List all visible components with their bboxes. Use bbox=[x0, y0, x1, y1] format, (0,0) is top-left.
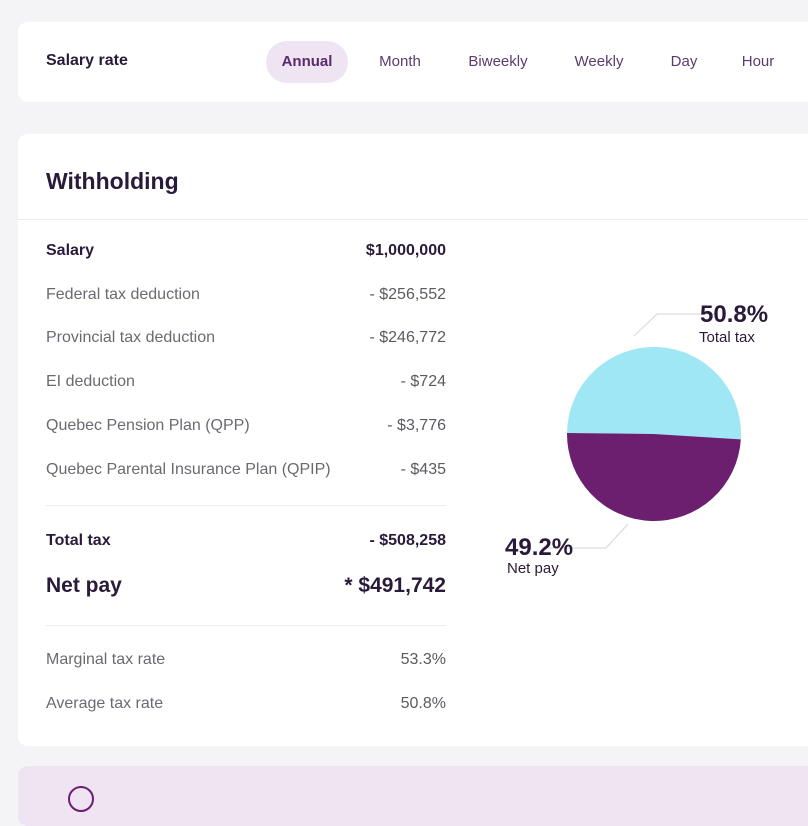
average-rate-label: Average tax rate bbox=[46, 695, 164, 712]
marginal-rate-value: 53.3% bbox=[400, 651, 446, 668]
salary-rate-card: Salary rate Annual Month Biweekly Weekly… bbox=[18, 22, 808, 102]
leader-line-net-pay bbox=[548, 523, 629, 549]
federal-tax-label: Federal tax deduction bbox=[46, 286, 200, 303]
pie-slice-net-pay bbox=[567, 432, 741, 521]
provincial-tax-label: Provincial tax deduction bbox=[46, 329, 215, 346]
tab-month[interactable]: Month bbox=[379, 53, 421, 70]
total-tax-legend: Total tax bbox=[699, 329, 755, 346]
tax-pie-chart: 50.8% Total tax 49.2% Net pay bbox=[505, 301, 768, 577]
ei-deduction-value: - $724 bbox=[400, 373, 446, 390]
section-divider bbox=[46, 625, 446, 626]
provincial-tax-value: - $246,772 bbox=[369, 329, 446, 346]
withholding-card: Withholding Salary $1,000,000 Federal ta… bbox=[18, 134, 808, 746]
salary-label: Salary bbox=[46, 242, 95, 259]
deduction-row: Federal tax deduction - $256,552 bbox=[46, 286, 446, 310]
net-pay-label: Net pay bbox=[46, 574, 122, 597]
tab-hour[interactable]: Hour bbox=[741, 53, 775, 70]
deduction-row: EI deduction - $724 bbox=[46, 373, 446, 397]
total-tax-label: Total tax bbox=[46, 532, 111, 549]
header-divider bbox=[18, 219, 808, 220]
qpp-value: - $3,776 bbox=[387, 417, 446, 434]
leader-line-total-tax bbox=[633, 313, 718, 337]
qpp-label: Quebec Pension Plan (QPP) bbox=[46, 417, 250, 434]
tab-biweekly[interactable]: Biweekly bbox=[468, 53, 528, 70]
average-rate-row: Average tax rate 50.8% bbox=[46, 695, 446, 719]
salary-rate-title: Salary rate bbox=[46, 52, 128, 69]
average-rate-value: 50.8% bbox=[400, 695, 446, 712]
deduction-row: Quebec Pension Plan (QPP) - $3,776 bbox=[46, 417, 446, 441]
total-tax-percent: 50.8% bbox=[700, 301, 768, 328]
net-pay-row: Net pay * $491,742 bbox=[46, 574, 446, 604]
net-pay-value: * $491,742 bbox=[344, 574, 446, 597]
salary-row: Salary $1,000,000 bbox=[46, 242, 446, 266]
info-banner bbox=[18, 766, 808, 826]
salary-value: $1,000,000 bbox=[365, 242, 446, 259]
marginal-rate-row: Marginal tax rate 53.3% bbox=[46, 651, 446, 675]
withholding-title: Withholding bbox=[46, 168, 179, 194]
marginal-rate-label: Marginal tax rate bbox=[46, 651, 166, 668]
section-divider bbox=[46, 505, 446, 506]
net-pay-legend: Net pay bbox=[507, 560, 559, 577]
qpip-label: Quebec Parental Insurance Plan (QPIP) bbox=[46, 461, 331, 478]
total-tax-row: Total tax - $508,258 bbox=[46, 532, 446, 556]
info-icon bbox=[68, 786, 94, 812]
pie-slice-total-tax bbox=[567, 347, 741, 440]
tab-day[interactable]: Day bbox=[670, 53, 698, 70]
total-tax-value: - $508,258 bbox=[369, 532, 446, 549]
net-pay-percent: 49.2% bbox=[505, 534, 573, 561]
deduction-row: Provincial tax deduction - $246,772 bbox=[46, 329, 446, 353]
qpip-value: - $435 bbox=[400, 461, 446, 478]
deduction-row: Quebec Parental Insurance Plan (QPIP) - … bbox=[46, 461, 446, 485]
federal-tax-value: - $256,552 bbox=[369, 286, 446, 303]
tab-weekly[interactable]: Weekly bbox=[574, 53, 624, 70]
tab-annual[interactable]: Annual bbox=[266, 41, 348, 83]
ei-deduction-label: EI deduction bbox=[46, 373, 135, 390]
